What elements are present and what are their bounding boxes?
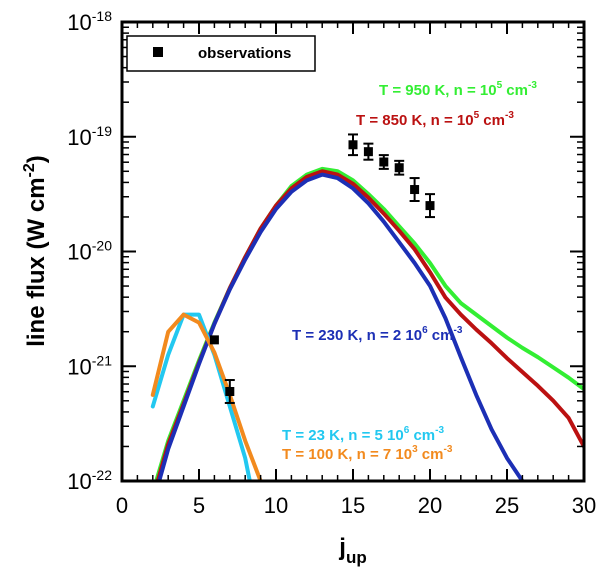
y-tick-label-2: 10-20 [67,238,112,265]
series-label-part: cm [409,427,435,444]
observation-point-5 [394,163,404,173]
y-tick-label-1: 10-21 [67,352,112,379]
series-label-part: T = 230 K, n = 2 10 [292,327,422,344]
y-tick-label-base: 10 [67,10,91,35]
series-label-part: 3 [412,444,418,455]
x-tick-label-5: 25 [495,493,519,518]
y-axis-title: line flux (W cm-2) [21,155,50,347]
legend-label: observations [198,45,291,62]
y-tick-label-exponent: -22 [92,467,112,483]
ticks-layer [121,21,585,482]
x-tick-label-3: 15 [341,493,365,518]
observation-point-6 [410,185,420,195]
series-label-part: 6 [404,425,410,436]
x-tick-label-2: 10 [264,493,288,518]
series-label-part: T = 950 K, n = 10 [379,82,497,99]
series-line-2 [157,172,525,481]
observation-point-0 [209,335,219,345]
y-tick-label-exponent: -18 [92,8,112,24]
y-tick-label-exponent: -21 [92,352,112,368]
series-layer [150,166,584,481]
series-label-0: T = 950 K, n = 105 cm-3 [379,80,537,99]
observation-point-4 [379,157,389,167]
y-tick-label-4: 10-18 [67,8,112,35]
observation-point-3 [363,147,373,157]
legend-box: observations [126,35,316,72]
x-tick-label-4: 20 [418,493,442,518]
series-label-part: -3 [435,425,444,436]
x-axis-title: jup [338,534,366,567]
series-label-part: cm [479,112,505,129]
series-label-part: cm [502,82,528,99]
series-label-1: T = 850 K, n = 105 cm-3 [356,110,514,129]
series-label-part: -3 [505,110,514,121]
y-tick-label-3: 10-19 [67,123,112,150]
observation-point-2 [348,140,358,150]
y-tick-label-exponent: -20 [92,238,112,254]
series-label-part: cm [418,446,444,463]
observation-point-1 [225,386,235,396]
observation-point-7 [425,201,435,211]
series-label-part: 5 [497,80,503,91]
observations-layer [209,133,435,404]
series-label-3: T = 23 K, n = 5 106 cm-3 [282,425,444,444]
legend-marker [153,47,163,57]
series-line-4 [150,312,263,481]
y-tick-label-base: 10 [67,125,91,150]
x-tick-label-1: 5 [193,493,205,518]
y-tick-label-exponent: -19 [92,123,112,139]
series-label-part: T = 23 K, n = 5 10 [282,427,404,444]
series-label-part: -3 [454,325,463,336]
series-label-part: cm [428,327,454,344]
y-tick-label-base: 10 [67,469,91,494]
series-label-part: -3 [444,444,453,455]
series-label-part: T = 100 K, n = 7 10 [282,446,412,463]
y-tick-label-base: 10 [67,240,91,265]
y-tick-label-base: 10 [67,354,91,379]
series-label-part: T = 850 K, n = 10 [356,112,474,129]
series-label-2: T = 230 K, n = 2 106 cm-3 [292,325,463,344]
annotations-layer: T = 950 K, n = 105 cm-3T = 850 K, n = 10… [282,80,537,463]
y-tick-label-0: 10-22 [67,467,112,494]
series-label-part: -3 [528,80,537,91]
series-label-part: 6 [422,325,428,336]
series-label-part: 5 [474,110,480,121]
series-label-4: T = 100 K, n = 7 103 cm-3 [282,444,453,463]
x-tick-label-0: 0 [116,493,128,518]
x-tick-label-6: 30 [572,493,596,518]
